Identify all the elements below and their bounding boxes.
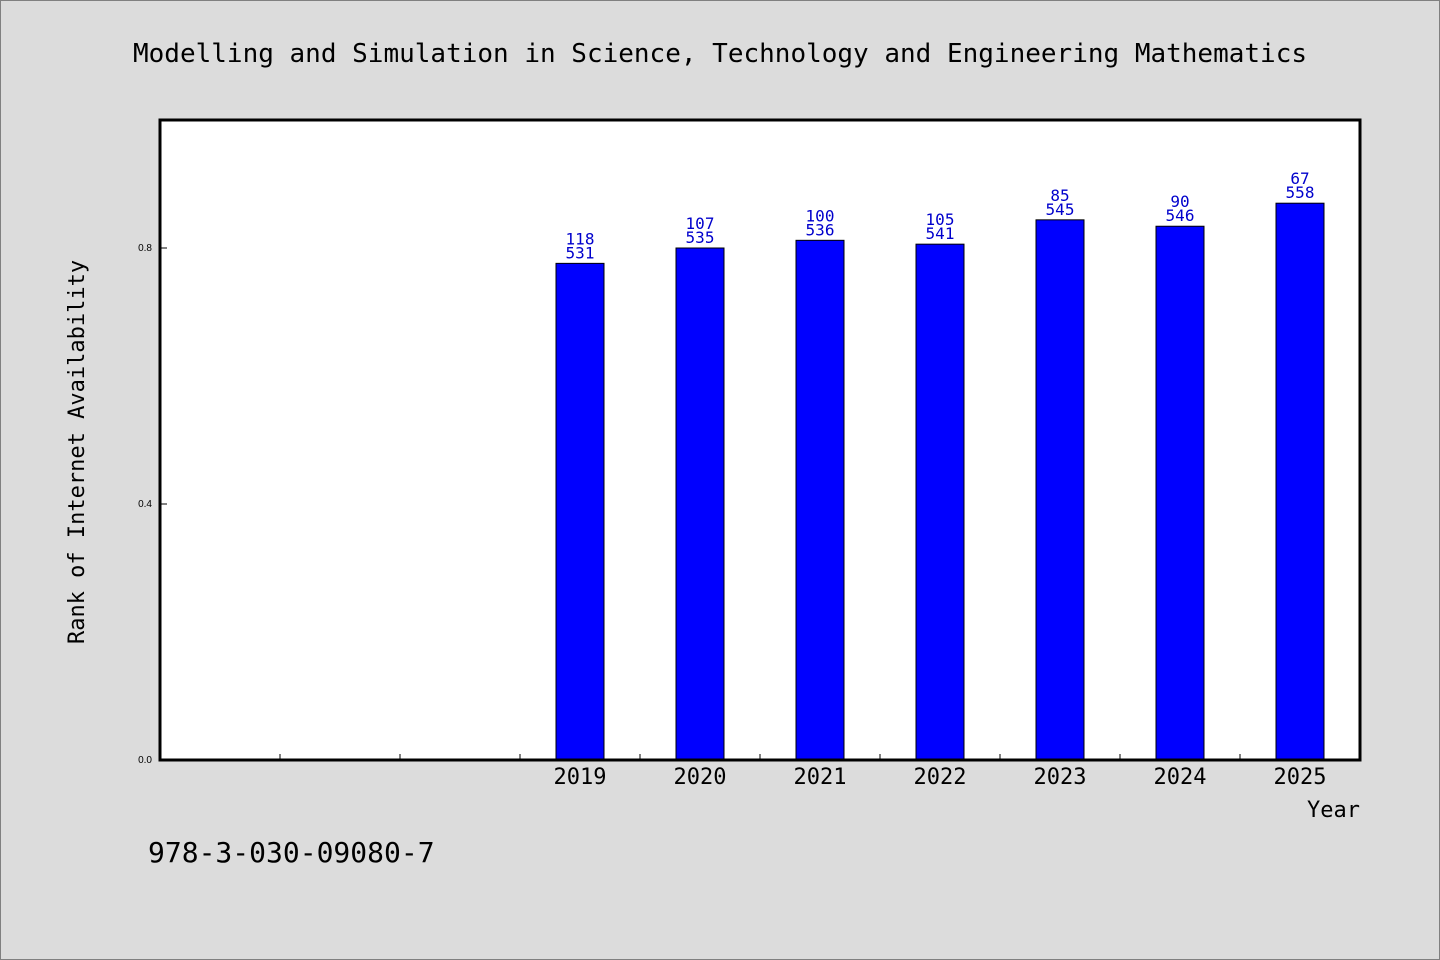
bar-label-bottom-2024: 546 (1166, 206, 1195, 225)
isbn-text: 978-3-030-09080-7 (148, 836, 435, 869)
bar-label-top-2024: 90 (1170, 192, 1189, 211)
y-tick-label-0.0: 0.0 (138, 755, 152, 766)
bar-label-top-2020: 107 (686, 214, 715, 233)
bar-2024 (1155, 225, 1205, 761)
x-tick-label-2019: 2019 (554, 765, 607, 790)
bar-2022 (915, 243, 965, 761)
bar-label-bottom-2019: 531 (566, 243, 595, 262)
x-tick-label-2023: 2023 (1034, 765, 1087, 790)
bar-label-bottom-2020: 535 (686, 228, 715, 247)
bar-label-bottom-2025: 558 (1286, 183, 1315, 202)
y-tick-label-0.8: 0.8 (138, 243, 152, 254)
bar-label-bottom-2021: 536 (806, 220, 835, 239)
plot-border (158, 118, 1362, 762)
bar-label-top-2022: 105 (926, 210, 955, 229)
bar-label-bottom-2022: 541 (926, 224, 955, 243)
x-tick-label-2021: 2021 (794, 765, 847, 790)
x-axis-label: Year (1307, 798, 1360, 823)
x-tick-label-2020: 2020 (674, 765, 727, 790)
bar-2020 (675, 247, 725, 761)
y-tick-label-0.4: 0.4 (138, 499, 152, 510)
bar-label-bottom-2023: 545 (1046, 200, 1075, 219)
x-tick-label-2024: 2024 (1154, 765, 1207, 790)
bar-label-top-2019: 118 (566, 229, 595, 248)
bar-2019 (555, 262, 605, 761)
bar-2021 (795, 239, 845, 761)
chart-title: Modelling and Simulation in Science, Tec… (133, 39, 1307, 69)
x-tick-label-2022: 2022 (914, 765, 967, 790)
bar-2023 (1035, 219, 1085, 761)
y-axis-label: Rank of Internet Availability (65, 260, 90, 644)
bar-label-top-2023: 85 (1050, 186, 1069, 205)
x-tick-label-2025: 2025 (1274, 765, 1327, 790)
bars-group (555, 202, 1325, 761)
bar-2025 (1275, 202, 1325, 761)
x-ticks-group: 2019 2020 2021 2022 2023 2024 2025 (279, 754, 1327, 790)
bar-label-top-2021: 100 (806, 206, 835, 225)
bar-label-top-2025: 67 (1290, 169, 1309, 188)
